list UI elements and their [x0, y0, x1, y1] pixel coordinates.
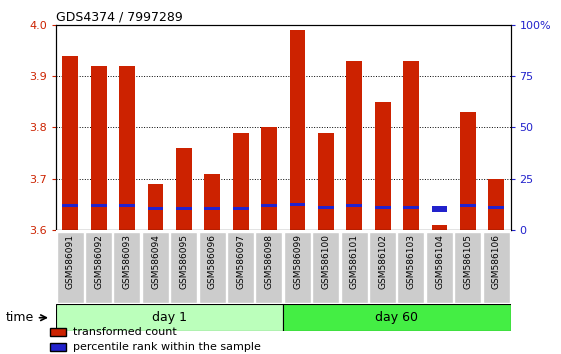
Bar: [148, 207, 163, 210]
FancyBboxPatch shape: [255, 232, 282, 303]
FancyBboxPatch shape: [482, 232, 509, 303]
Bar: [289, 30, 305, 230]
FancyBboxPatch shape: [341, 232, 367, 303]
FancyBboxPatch shape: [426, 232, 453, 303]
FancyBboxPatch shape: [283, 304, 511, 331]
FancyBboxPatch shape: [113, 232, 140, 303]
Text: transformed count: transformed count: [73, 327, 177, 337]
FancyBboxPatch shape: [199, 232, 226, 303]
Bar: [432, 225, 447, 230]
Bar: [119, 204, 135, 207]
FancyBboxPatch shape: [56, 304, 283, 331]
Bar: [205, 207, 220, 210]
FancyBboxPatch shape: [369, 232, 396, 303]
Bar: [176, 148, 192, 230]
Bar: [403, 206, 419, 209]
Text: GSM586091: GSM586091: [66, 234, 75, 289]
Text: time: time: [6, 311, 34, 324]
Text: GSM586097: GSM586097: [236, 234, 245, 289]
Text: GSM586094: GSM586094: [151, 234, 160, 289]
Bar: [403, 61, 419, 230]
FancyBboxPatch shape: [284, 232, 311, 303]
Bar: [62, 204, 78, 207]
Bar: [148, 184, 163, 230]
Text: GSM586105: GSM586105: [463, 234, 472, 289]
Bar: [318, 132, 334, 230]
Text: GSM586106: GSM586106: [492, 234, 501, 289]
Bar: [460, 204, 476, 207]
Text: GSM586096: GSM586096: [208, 234, 217, 289]
FancyBboxPatch shape: [171, 232, 197, 303]
Bar: [432, 206, 447, 212]
FancyBboxPatch shape: [49, 329, 66, 336]
FancyBboxPatch shape: [454, 232, 481, 303]
Text: GSM586100: GSM586100: [321, 234, 330, 289]
FancyBboxPatch shape: [85, 232, 112, 303]
FancyBboxPatch shape: [227, 232, 254, 303]
Bar: [489, 179, 504, 230]
Text: GSM586095: GSM586095: [180, 234, 188, 289]
FancyBboxPatch shape: [142, 232, 169, 303]
Text: day 1: day 1: [152, 311, 187, 324]
FancyBboxPatch shape: [312, 232, 339, 303]
Bar: [347, 204, 362, 207]
Bar: [460, 112, 476, 230]
FancyBboxPatch shape: [49, 343, 66, 351]
Bar: [233, 207, 249, 210]
Bar: [176, 207, 192, 210]
Bar: [62, 56, 78, 230]
Text: GSM586102: GSM586102: [378, 234, 387, 289]
Bar: [289, 204, 305, 206]
FancyBboxPatch shape: [398, 232, 425, 303]
Bar: [205, 173, 220, 230]
Bar: [91, 66, 107, 230]
Bar: [119, 66, 135, 230]
Bar: [375, 102, 390, 230]
Bar: [261, 204, 277, 207]
Text: day 60: day 60: [375, 311, 419, 324]
Text: GDS4374 / 7997289: GDS4374 / 7997289: [56, 11, 183, 24]
Text: GSM586103: GSM586103: [407, 234, 416, 289]
Bar: [347, 61, 362, 230]
Bar: [318, 206, 334, 209]
Text: GSM586104: GSM586104: [435, 234, 444, 289]
Bar: [261, 127, 277, 230]
Bar: [91, 204, 107, 207]
Text: percentile rank within the sample: percentile rank within the sample: [73, 342, 261, 352]
FancyBboxPatch shape: [57, 232, 84, 303]
Bar: [375, 206, 390, 209]
Bar: [489, 206, 504, 209]
Text: GSM586099: GSM586099: [293, 234, 302, 289]
Text: GSM586093: GSM586093: [123, 234, 132, 289]
Text: GSM586101: GSM586101: [350, 234, 359, 289]
Text: GSM586098: GSM586098: [265, 234, 274, 289]
Bar: [233, 132, 249, 230]
Text: GSM586092: GSM586092: [94, 234, 103, 289]
